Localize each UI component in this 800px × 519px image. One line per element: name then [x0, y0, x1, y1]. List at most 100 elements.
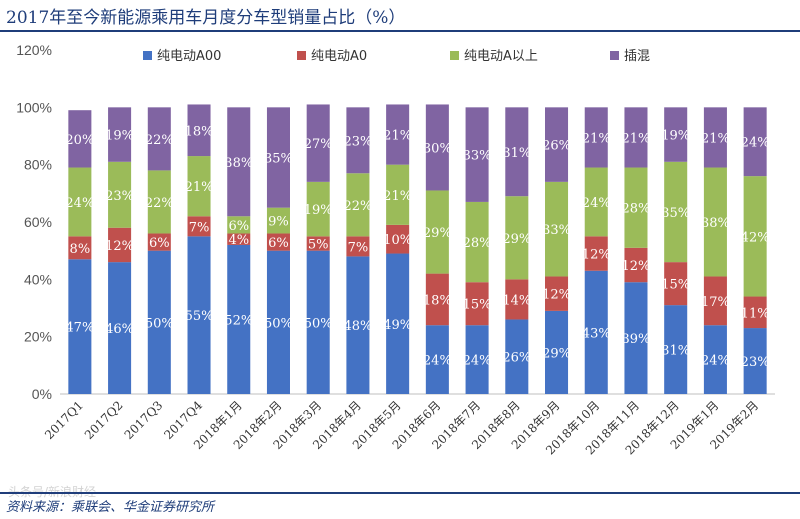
- data-label: 11%: [741, 306, 770, 321]
- bar-segment: [545, 276, 569, 311]
- bar-segment: [465, 282, 489, 326]
- bar-segment: [147, 250, 171, 394]
- legend-swatch: [610, 51, 619, 60]
- data-label: 7%: [348, 240, 369, 255]
- bar-segment: [624, 282, 648, 394]
- bar-segment: [545, 181, 569, 277]
- data-label: 47%: [65, 321, 94, 336]
- bar-segment: [584, 107, 608, 168]
- data-label: 24%: [463, 354, 492, 369]
- bar-segment: [227, 107, 251, 217]
- data-label: 8%: [70, 242, 91, 257]
- data-label: 29%: [423, 226, 452, 241]
- bar-segment: [505, 196, 529, 280]
- bar-segment: [664, 305, 688, 394]
- data-label: 23%: [741, 355, 770, 370]
- bar-segment: [187, 216, 211, 237]
- y-tick-label: 80%: [24, 157, 52, 173]
- data-label: 50%: [304, 316, 333, 331]
- y-tick-label: 20%: [24, 329, 52, 345]
- legend-label: 纯电动A0: [311, 49, 367, 64]
- data-label: 22%: [145, 196, 174, 211]
- bar-segment: [703, 276, 727, 326]
- data-label: 6%: [228, 219, 249, 234]
- data-label: 28%: [622, 202, 651, 217]
- bar-segment: [386, 104, 410, 165]
- bar-segment: [346, 236, 370, 257]
- bar-segment: [266, 233, 290, 251]
- legend-swatch: [450, 51, 459, 60]
- bar-segment: [743, 296, 767, 329]
- data-label: 23%: [343, 134, 372, 149]
- bar-segment: [743, 176, 767, 297]
- data-label: 55%: [185, 309, 214, 324]
- bar-segment: [187, 236, 211, 394]
- bar-segment: [505, 319, 529, 394]
- data-label: 24%: [741, 136, 770, 151]
- data-label: 38%: [224, 156, 253, 171]
- bar-segment: [743, 328, 767, 394]
- bar-segment: [425, 325, 449, 394]
- source-note: 资料来源：乘联会、华金证券研究所: [6, 500, 215, 515]
- bar-segment: [346, 107, 370, 174]
- data-label: 28%: [463, 236, 492, 251]
- data-label: 9%: [268, 215, 289, 230]
- data-label: 15%: [463, 298, 492, 313]
- title-divider: [0, 30, 800, 32]
- bar-segment: [505, 279, 529, 320]
- bar-segment: [266, 207, 290, 234]
- footer-divider: [0, 492, 800, 494]
- bar-segment: [425, 104, 449, 191]
- bar-segment: [306, 104, 330, 182]
- bar-segment: [545, 310, 569, 394]
- bar-segment: [266, 107, 290, 208]
- data-label: 39%: [622, 332, 651, 347]
- bar-segment: [227, 216, 251, 234]
- bar-segment: [624, 247, 648, 283]
- bar-segment: [187, 104, 211, 157]
- bar-segment: [187, 156, 211, 217]
- bar-segment: [227, 244, 251, 394]
- bar-segment: [346, 173, 370, 237]
- data-label: 18%: [185, 124, 214, 139]
- data-label: 42%: [741, 230, 770, 245]
- bar-segment: [68, 259, 92, 394]
- bar-segment: [584, 236, 608, 271]
- data-label: 12%: [582, 248, 611, 263]
- bar-segment: [68, 110, 92, 168]
- bar-segment: [545, 107, 569, 182]
- data-label: 21%: [383, 129, 412, 144]
- data-label: 29%: [502, 232, 531, 247]
- bar-segment: [465, 325, 489, 394]
- data-label: 4%: [228, 233, 249, 248]
- data-label: 12%: [542, 288, 571, 303]
- bar-segment: [147, 107, 171, 171]
- data-label: 52%: [224, 313, 253, 328]
- y-tick-label: 100%: [16, 99, 52, 115]
- data-label: 46%: [105, 322, 134, 337]
- bar-segment: [664, 107, 688, 162]
- data-label: 7%: [189, 220, 210, 235]
- data-label: 21%: [383, 189, 412, 204]
- data-label: 48%: [343, 319, 372, 334]
- data-label: 23%: [105, 189, 134, 204]
- bar-segment: [584, 270, 608, 394]
- data-label: 17%: [701, 295, 730, 310]
- data-label: 21%: [701, 131, 730, 146]
- bar-segment: [147, 170, 171, 234]
- bar-segment: [386, 253, 410, 394]
- stacked-bar-chart: 0% 20% 40% 60% 80% 100% 120% 47% 8% 24% 20% 2017Q1 4…: [16, 42, 775, 457]
- bar-segment: [108, 161, 132, 228]
- bar-segment: [147, 233, 171, 251]
- bar-segment: [108, 227, 132, 263]
- legend-swatch: [143, 51, 152, 60]
- bar-segment: [624, 107, 648, 168]
- y-tick-label: 60%: [24, 214, 52, 230]
- data-label: 15%: [661, 278, 690, 293]
- bar-segment: [664, 262, 688, 306]
- data-label: 21%: [622, 131, 651, 146]
- bar-segment: [664, 161, 688, 263]
- data-label: 26%: [502, 351, 531, 366]
- data-label: 31%: [502, 146, 531, 161]
- data-label: 24%: [701, 354, 730, 369]
